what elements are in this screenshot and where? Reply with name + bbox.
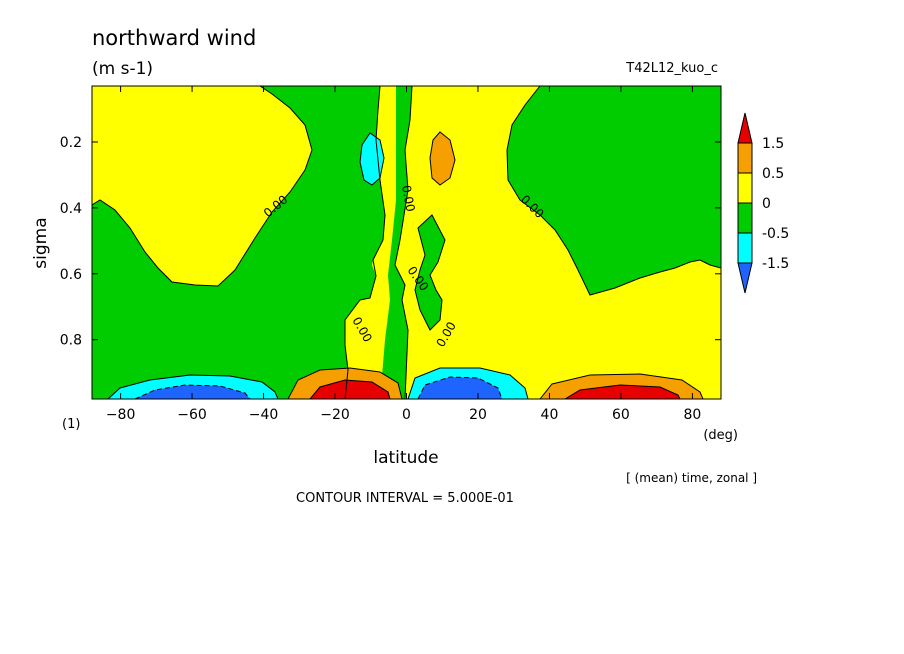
averaging-note: [ (mean) time, zonal ] [626,471,757,485]
cell-surface-tropic-north-inner [417,376,503,399]
colorbar-swatch [737,232,753,264]
chart-title: northward wind [92,26,256,50]
cell-surface-tropic-south-inner [309,379,391,399]
contour-label: 0.00 [399,184,417,213]
x-tick-label: 80 [683,407,701,423]
zero-contour-north [506,86,721,296]
y-axis-label: sigma [31,217,51,268]
x-tick-label: −20 [320,407,350,423]
cell-upper-north [429,131,456,186]
colorbar-min-arrow [737,262,753,294]
colorbar-swatch [737,172,753,204]
x-tick-label: −80 [106,407,136,423]
x-tick-label: 20 [469,407,487,423]
zero-contour-equator [394,86,413,399]
y-tick-label: 0.2 [60,135,82,151]
x-unit-label: (deg) [703,428,738,443]
colorbar-max-arrow [737,112,753,144]
zero-contour-south-2 [344,86,386,399]
y-axis: 0.2 0.4 0.6 0.8 [60,135,721,349]
x-tick-label: −40 [249,407,279,423]
cell-upper-south [359,132,385,186]
run-label: T42L12_kuo_c [625,61,718,76]
contour-field: 0.00 0.00 0.00 0.00 0.00 0.00 [92,86,721,399]
colorbar-label: -0.5 [762,226,789,242]
level-note: (1) [62,417,80,432]
zero-contour-south [92,86,313,287]
colorbar-label: 0.5 [762,166,784,182]
contour-interval: CONTOUR INTERVAL = 5.000E-01 [296,491,514,506]
zero-contour-equator-2 [414,214,446,331]
colorbar: 1.5 0.5 0 -0.5 -1.5 [737,112,789,294]
cell-surface-south-inner [134,384,251,399]
cell-surface-north-inner [564,384,681,399]
y-tick-label: 0.8 [60,333,82,349]
y-tick-label: 0.6 [60,267,82,283]
x-axis-label: latitude [373,448,438,468]
y-tick-label: 0.4 [60,201,82,217]
region-south-negative [92,86,385,399]
zero-contours [92,86,721,399]
colorbar-label: -1.5 [762,256,789,272]
colorbar-swatch [737,202,753,234]
colorbar-label: 1.5 [762,136,784,152]
colorbar-label: 0 [762,196,771,212]
units-label: (m s-1) [92,59,153,79]
x-axis: −80 −60 −40 −20 0 20 40 60 80 [106,86,701,423]
x-tick-label: 0 [402,407,411,423]
x-tick-label: −60 [177,407,207,423]
x-tick-label: 60 [612,407,630,423]
region-north-negative [507,86,721,295]
region-equator-negative [380,86,412,399]
x-tick-label: 40 [541,407,559,423]
colorbar-swatch [737,142,753,174]
